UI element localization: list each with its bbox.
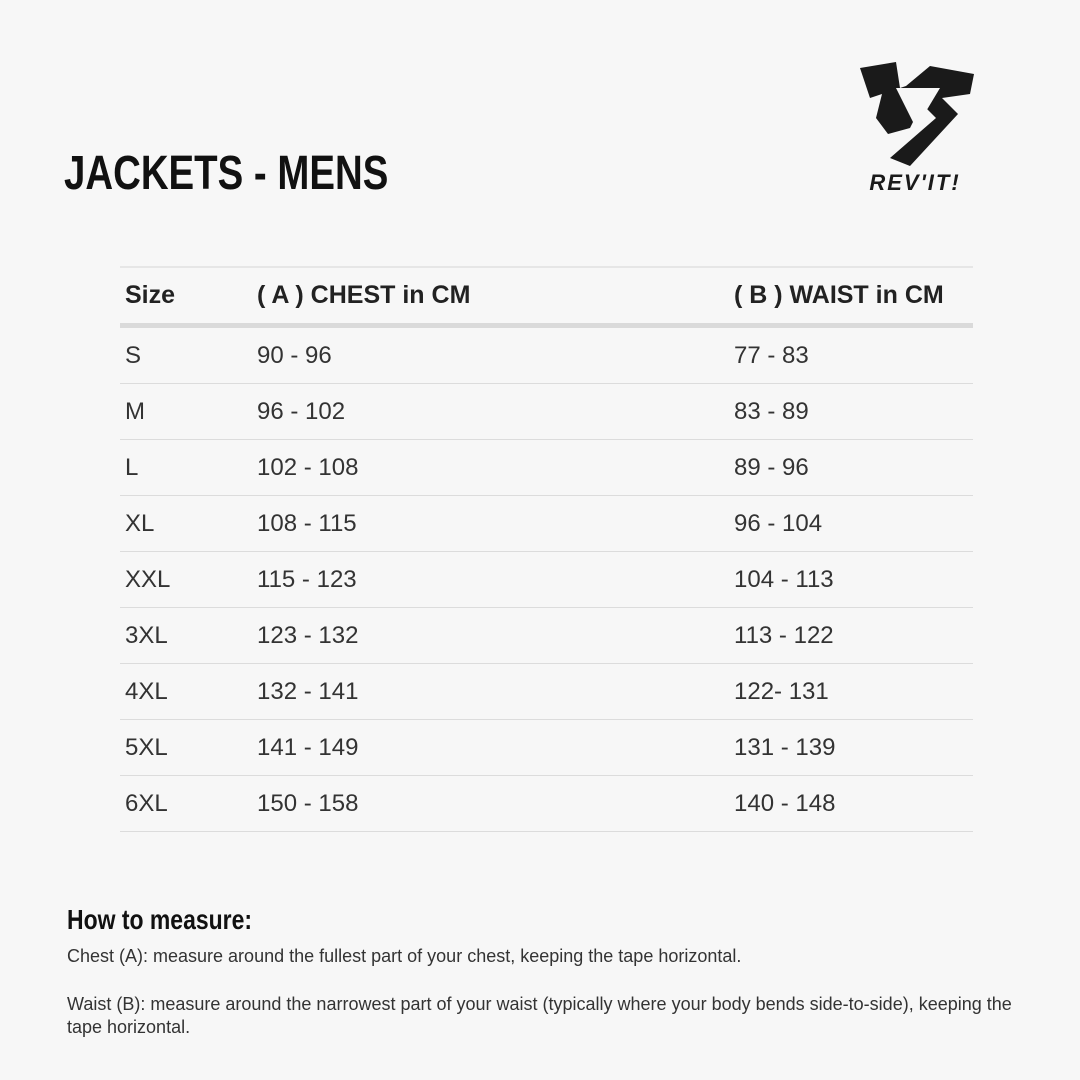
waist-cell: 104 - 113: [734, 565, 834, 593]
page-title: JACKETS - MENS: [64, 147, 389, 200]
header-waist: ( B ) WAIST in CM: [734, 281, 944, 309]
waist-cell: 122- 131: [734, 677, 829, 705]
header-size: Size: [125, 281, 176, 309]
size-cell: 6XL: [125, 789, 168, 817]
waist-instructions: Waist (B): measure around the narrowest …: [67, 994, 1012, 1037]
table-row: 6XL 150 - 158 140 - 148: [120, 776, 973, 832]
size-cell: S: [125, 341, 142, 369]
waist-cell: 113 - 122: [734, 621, 834, 649]
howto-heading: How to measure:: [67, 904, 252, 935]
chest-cell: 96 - 102: [257, 397, 346, 425]
size-cell: XXL: [125, 565, 171, 593]
waist-cell: 140 - 148: [734, 789, 836, 817]
size-cell: 3XL: [125, 621, 168, 649]
header-chest: ( A ) CHEST in CM: [257, 281, 471, 309]
chest-cell: 150 - 158: [257, 789, 359, 817]
size-cell: 4XL: [125, 677, 168, 705]
table-row: M 96 - 102 83 - 89: [120, 384, 973, 440]
table-row: 4XL 132 - 141 122- 131: [120, 664, 973, 720]
waist-cell: 96 - 104: [734, 509, 823, 537]
chest-cell: 108 - 115: [257, 509, 357, 537]
revit-logo: REV'IT!: [860, 62, 974, 195]
waist-cell: 77 - 83: [734, 341, 809, 369]
chest-instructions: Chest (A): measure around the fullest pa…: [67, 946, 742, 966]
chest-cell: 132 - 141: [257, 677, 359, 705]
size-cell: 5XL: [125, 733, 168, 761]
waist-cell: 83 - 89: [734, 397, 809, 425]
size-cell: M: [125, 397, 145, 425]
chest-cell: 141 - 149: [257, 733, 359, 761]
chest-cell: 123 - 132: [257, 621, 359, 649]
chest-cell: 102 - 108: [257, 453, 359, 481]
table-row: L 102 - 108 89 - 96: [120, 440, 973, 496]
chest-cell: 90 - 96: [257, 341, 332, 369]
size-table: Size ( A ) CHEST in CM ( B ) WAIST in CM…: [120, 266, 973, 832]
size-cell: L: [125, 453, 139, 481]
chest-cell: 115 - 123: [257, 565, 357, 593]
waist-cell: 131 - 139: [734, 733, 836, 761]
table-row: XXL 115 - 123 104 - 113: [120, 552, 973, 608]
size-cell: XL: [125, 509, 155, 537]
table-row: 5XL 141 - 149 131 - 139: [120, 720, 973, 776]
table-header-row: Size ( A ) CHEST in CM ( B ) WAIST in CM: [120, 268, 973, 328]
table-row: XL 108 - 115 96 - 104: [120, 496, 973, 552]
waist-cell: 89 - 96: [734, 453, 809, 481]
logo-text: REV'IT!: [869, 170, 960, 195]
table-row: S 90 - 96 77 - 83: [120, 328, 973, 384]
table-row: 3XL 123 - 132 113 - 122: [120, 608, 973, 664]
